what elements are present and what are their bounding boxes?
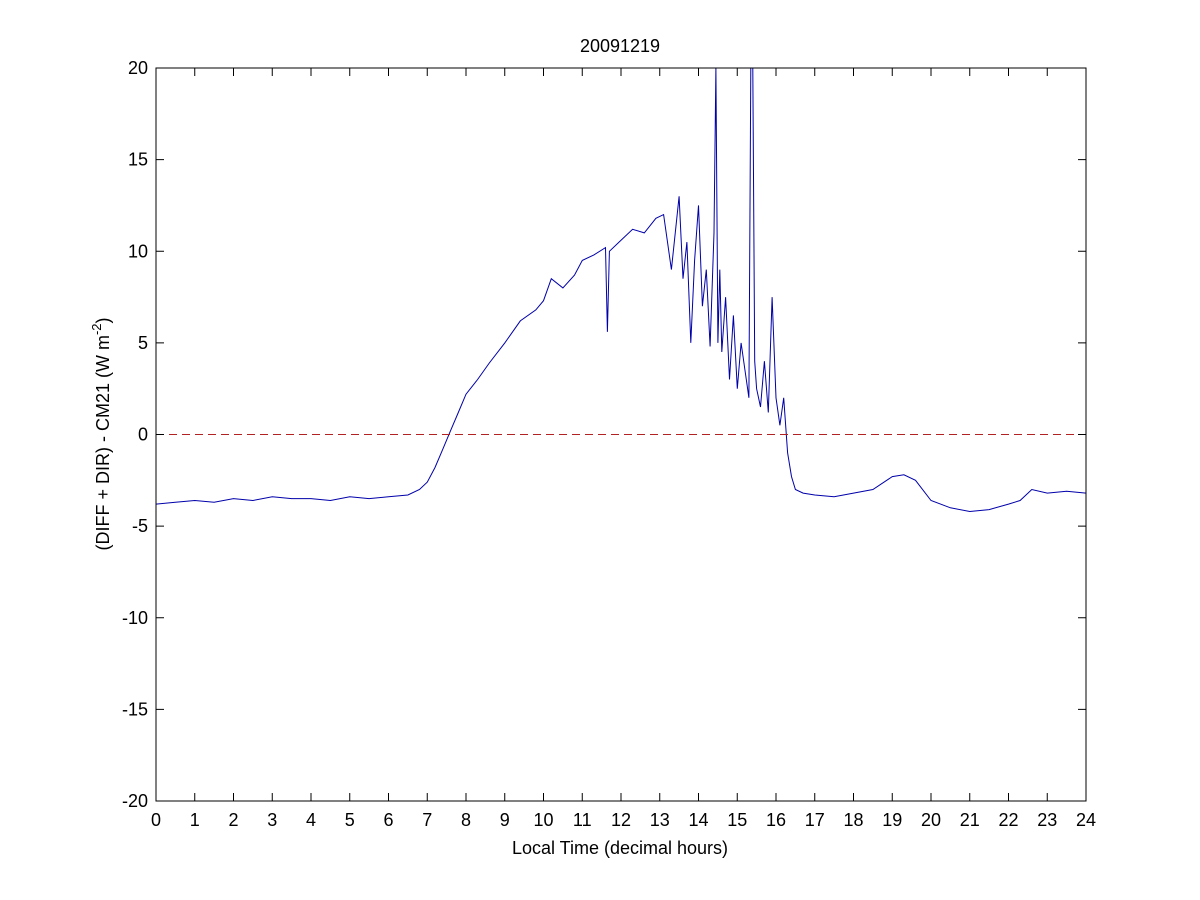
x-tick-label: 11	[573, 810, 592, 830]
y-tick-label: -15	[122, 699, 148, 719]
chart-title: 20091219	[580, 36, 660, 56]
x-tick-label: 16	[766, 810, 786, 830]
x-tick-label: 15	[727, 810, 747, 830]
x-tick-label: 4	[306, 810, 316, 830]
x-tick-label: 21	[960, 810, 980, 830]
y-tick-label: 20	[128, 58, 148, 78]
x-tick-label: 7	[422, 810, 432, 830]
x-tick-label: 13	[650, 810, 670, 830]
x-tick-label: 22	[998, 810, 1018, 830]
x-tick-label: 8	[461, 810, 471, 830]
plot-area	[156, 68, 1086, 801]
y-tick-label: 15	[128, 150, 148, 170]
x-tick-label: 9	[500, 810, 510, 830]
y-tick-label: 5	[138, 333, 148, 353]
plot-background	[156, 68, 1086, 801]
series-line-0	[156, 68, 1086, 513]
y-axis-label: (DIFF + DIR) - CM21 (W m-2)	[89, 317, 113, 550]
y-axis: -20 -15 -10 -5 0 5 10 15 20	[122, 58, 1086, 811]
x-tick-label: 17	[805, 810, 825, 830]
x-tick-label: 19	[882, 810, 902, 830]
x-tick-label: 12	[611, 810, 631, 830]
y-axis-label-superscript: -2	[89, 323, 104, 335]
x-tick-label: 24	[1076, 810, 1096, 830]
x-tick-label: 3	[267, 810, 277, 830]
x-tick-label: 1	[190, 810, 200, 830]
x-tick-label: 14	[688, 810, 708, 830]
x-axis: 0 1 2 3 4 5 6 7 8 9 10 11 12 13 14 15 16 17 18 19 20 21 22 23 24	[151, 68, 1096, 830]
y-axis-label-suffix: )	[93, 317, 113, 323]
x-tick-label: 0	[151, 810, 161, 830]
y-tick-label: -5	[132, 516, 148, 536]
y-tick-label: 10	[128, 241, 148, 261]
series-layer	[156, 68, 1086, 513]
y-tick-label: 0	[138, 425, 148, 445]
x-axis-label: Local Time (decimal hours)	[512, 838, 728, 858]
x-tick-label: 10	[533, 810, 553, 830]
y-tick-label: -20	[122, 791, 148, 811]
y-axis-label-prefix: (DIFF + DIR) - CM21 (W m	[93, 335, 113, 550]
x-tick-label: 2	[228, 810, 238, 830]
y-tick-label: -10	[122, 608, 148, 628]
x-tick-label: 18	[843, 810, 863, 830]
x-tick-label: 5	[345, 810, 355, 830]
x-tick-label: 20	[921, 810, 941, 830]
x-tick-label: 6	[383, 810, 393, 830]
x-tick-label: 23	[1037, 810, 1057, 830]
